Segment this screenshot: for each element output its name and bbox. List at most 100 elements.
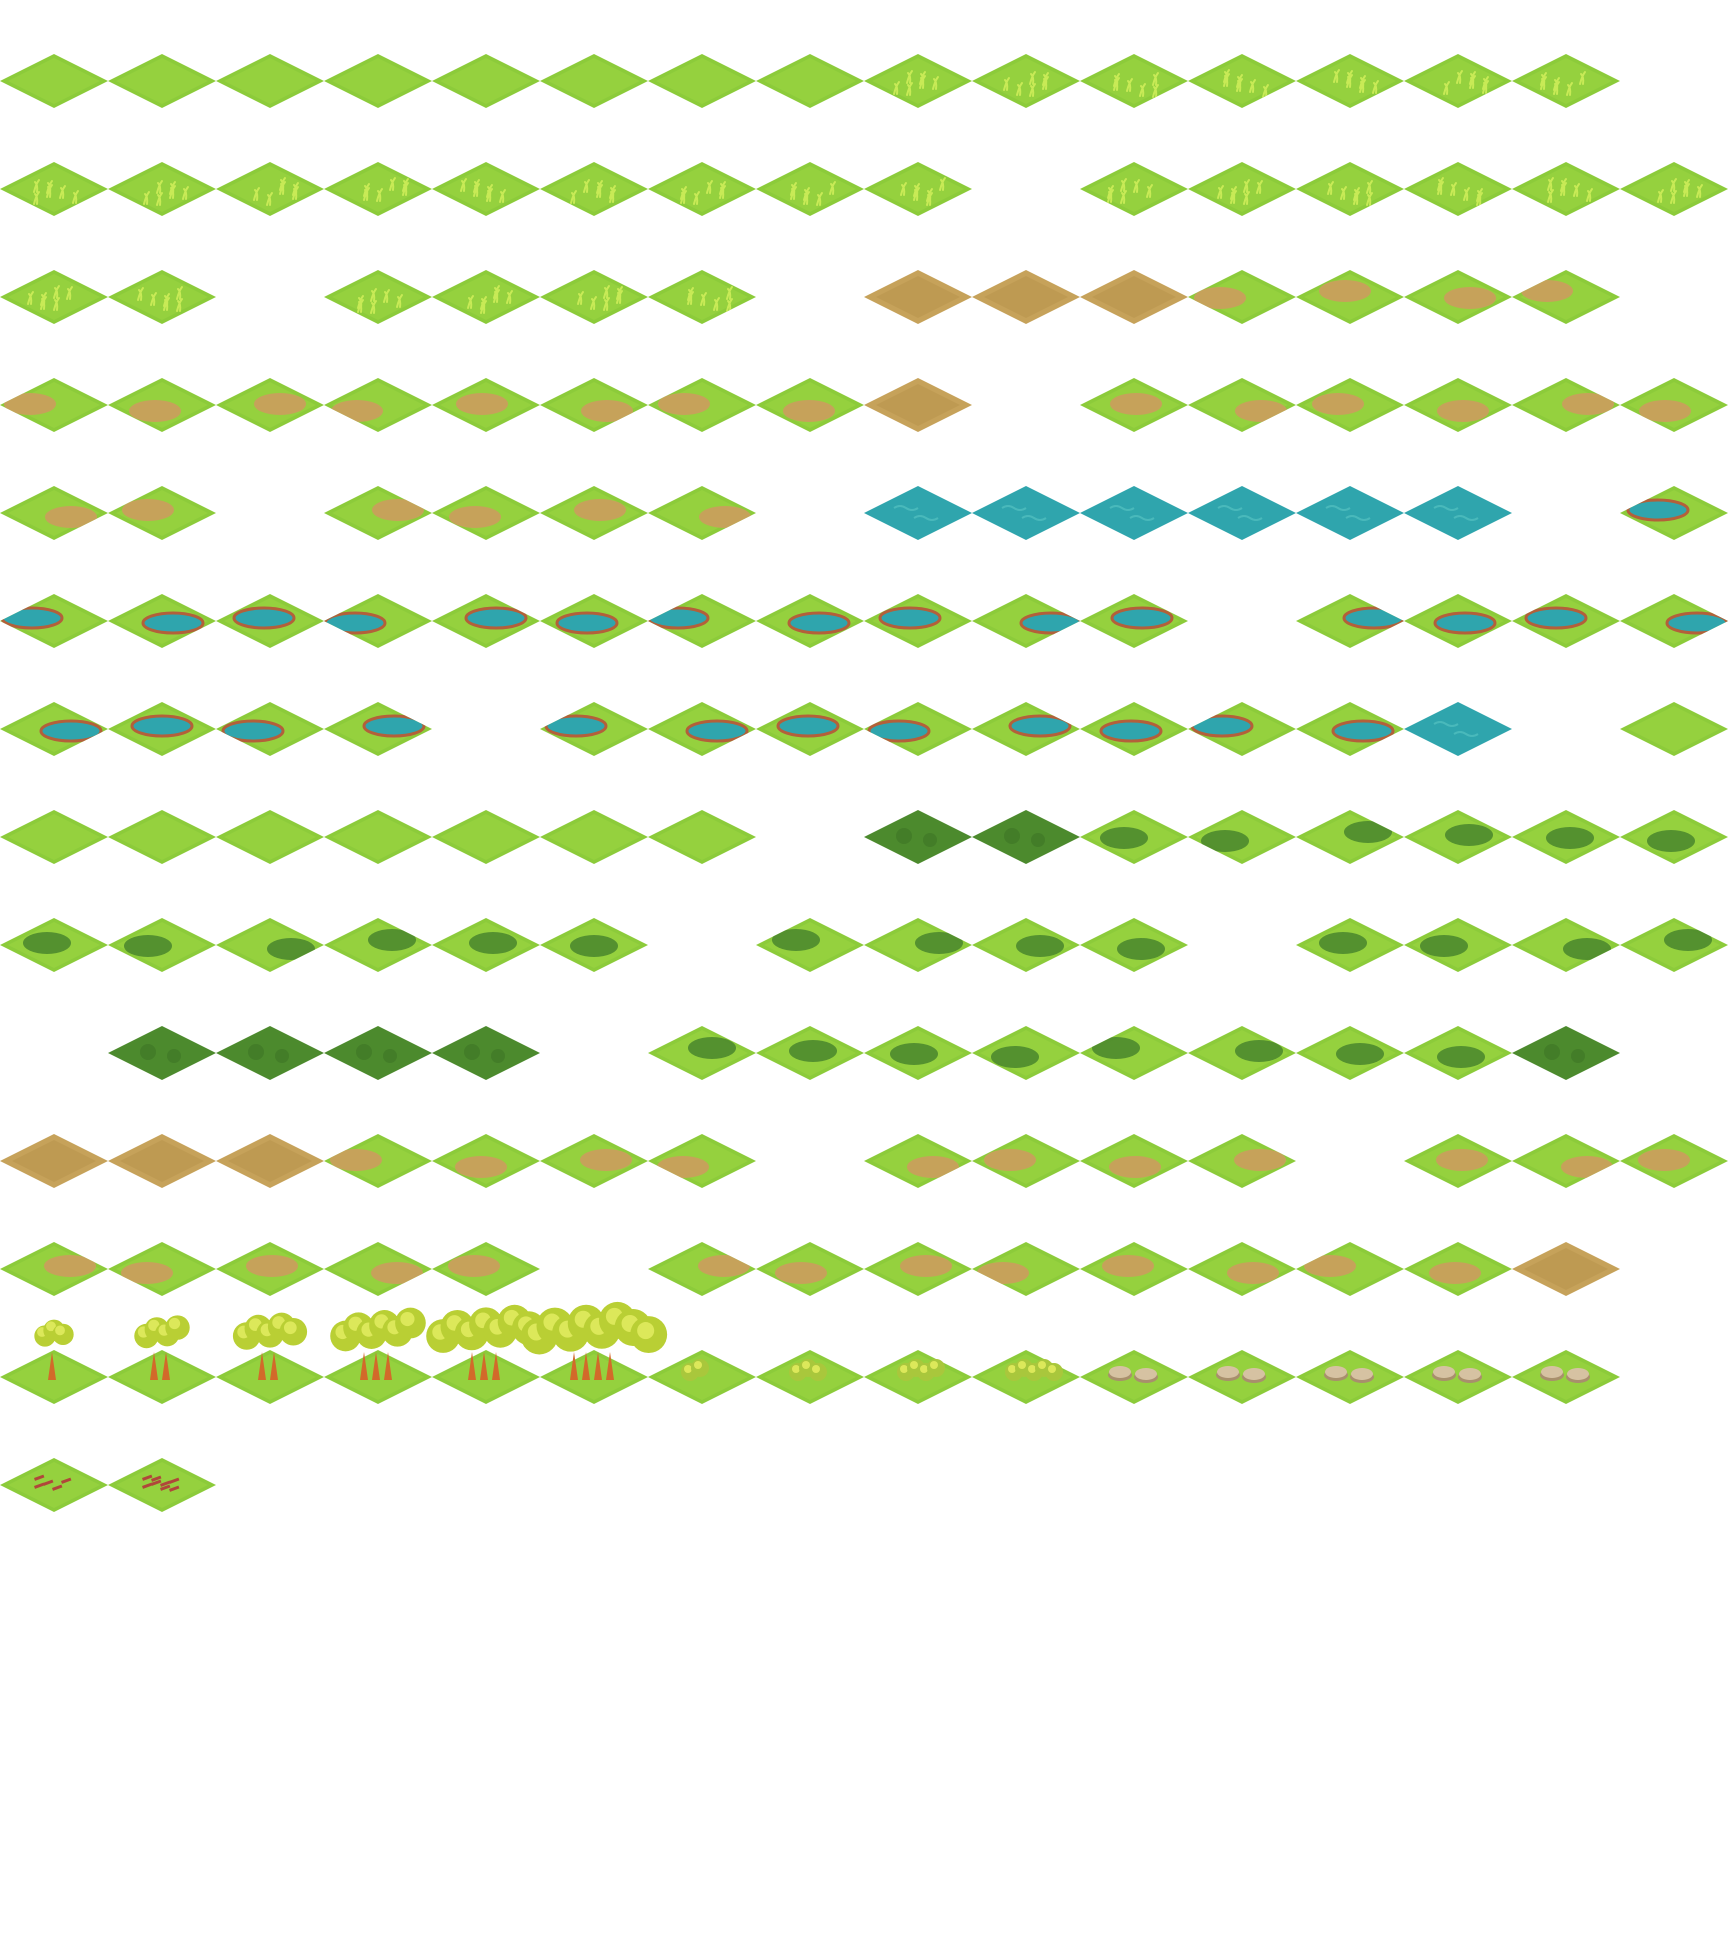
grass-tile (108, 810, 216, 864)
grass-water-shore-tile (648, 594, 756, 648)
grass-dirt-transition-tile (648, 378, 756, 432)
bush-tile (864, 1350, 972, 1404)
debris-tile (108, 1458, 216, 1512)
tall-grass-tile (1512, 54, 1620, 108)
grass-water-shore-tile (1080, 702, 1188, 756)
grass-dirt-transition-tile (0, 486, 108, 540)
grass-dark-transition-tile (1404, 1026, 1512, 1080)
grass-dirt-transition-tile (1512, 270, 1620, 324)
grass-dirt-transition-tile (1296, 1242, 1404, 1296)
grass-tile (0, 54, 108, 108)
tall-grass-tile (1404, 162, 1512, 216)
tall-grass-tile (864, 162, 972, 216)
bush-tile (972, 1350, 1080, 1404)
grass-dirt-transition-tile (1188, 378, 1296, 432)
grass-dirt-transition-tile (1404, 378, 1512, 432)
grass-dark-transition-tile (216, 918, 324, 972)
grass-dirt-transition-tile (432, 1134, 540, 1188)
water-tile (864, 486, 972, 540)
tile-row (0, 1242, 1620, 1296)
grass-dirt-transition-tile (648, 486, 756, 540)
grass-water-shore-tile (0, 594, 108, 648)
grass-tile (108, 54, 216, 108)
grass-water-shore-tile (1296, 702, 1404, 756)
grass-dirt-transition-tile (1620, 378, 1728, 432)
rocks-tile (1188, 1350, 1296, 1404)
grass-dirt-transition-tile (432, 486, 540, 540)
grass-dirt-transition-tile (324, 486, 432, 540)
grass-dirt-transition-tile (540, 1134, 648, 1188)
grass-water-shore-tile (1620, 486, 1728, 540)
grass-dirt-transition-tile (324, 1242, 432, 1296)
grass-tile (648, 54, 756, 108)
grass-tile (324, 810, 432, 864)
grass-tile (432, 810, 540, 864)
grass-dirt-transition-tile (108, 1242, 216, 1296)
grass-tile (216, 54, 324, 108)
grass-water-shore-tile (324, 702, 432, 756)
tall-grass-tile (648, 162, 756, 216)
grass-dirt-transition-tile (0, 378, 108, 432)
water-tile (972, 486, 1080, 540)
grass-dirt-transition-tile (756, 378, 864, 432)
tall-grass-tile (540, 162, 648, 216)
grass-tile (216, 810, 324, 864)
tall-grass-tile (756, 162, 864, 216)
tall-grass-tile (1512, 162, 1620, 216)
grass-dark-transition-tile (864, 918, 972, 972)
rocks-tile (1512, 1350, 1620, 1404)
grass-dirt-transition-tile (1404, 1242, 1512, 1296)
grass-dirt-transition-tile (108, 378, 216, 432)
grass-water-shore-tile (972, 594, 1080, 648)
grass-tile (1620, 702, 1728, 756)
grass-water-shore-tile (324, 594, 432, 648)
tall-grass-tile (324, 270, 432, 324)
grass-dark-transition-tile (1512, 810, 1620, 864)
grass-tile (324, 54, 432, 108)
dirt-tile (972, 270, 1080, 324)
tile-row (0, 702, 1728, 756)
grass-dark-transition-tile (1296, 918, 1404, 972)
grass-dark-transition-tile (1080, 810, 1188, 864)
grass-dark-transition-tile (864, 1026, 972, 1080)
tile-row (0, 162, 1728, 216)
tile-row (0, 918, 1728, 972)
grass-dirt-transition-tile (1296, 270, 1404, 324)
grass-dirt-transition-tile (1188, 1134, 1296, 1188)
dark-grass-tile (432, 1026, 540, 1080)
grass-water-shore-tile (1188, 702, 1296, 756)
grass-dirt-transition-tile (648, 1242, 756, 1296)
grass-dirt-transition-tile (1080, 1242, 1188, 1296)
tall-grass-tile (1404, 54, 1512, 108)
grass-dark-transition-tile (756, 918, 864, 972)
grass-dirt-transition-tile (1080, 378, 1188, 432)
grass-water-shore-tile (864, 702, 972, 756)
grass-dark-transition-tile (108, 918, 216, 972)
tall-grass-tile (1188, 54, 1296, 108)
grass-dark-transition-tile (540, 918, 648, 972)
water-tile (1080, 486, 1188, 540)
grass-water-shore-tile (1620, 594, 1728, 648)
grass-dirt-transition-tile (972, 1134, 1080, 1188)
grass-dark-transition-tile (1296, 810, 1404, 864)
grass-dirt-transition-tile (540, 486, 648, 540)
tall-grass-tile (108, 270, 216, 324)
dark-grass-tile (972, 810, 1080, 864)
grass-dirt-transition-tile (1296, 378, 1404, 432)
grass-dirt-transition-tile (540, 378, 648, 432)
tile-row (0, 486, 1728, 540)
grass-dark-transition-tile (1080, 1026, 1188, 1080)
grass-tile (756, 54, 864, 108)
grass-dirt-transition-tile (324, 1134, 432, 1188)
grass-water-shore-tile (540, 594, 648, 648)
grass-dirt-transition-tile (324, 378, 432, 432)
grass-dirt-transition-tile (1188, 270, 1296, 324)
tree-tile (520, 1301, 668, 1404)
grass-dirt-transition-tile (216, 378, 324, 432)
tall-grass-tile (1080, 162, 1188, 216)
grass-water-shore-tile (864, 594, 972, 648)
grass-dark-transition-tile (972, 918, 1080, 972)
grass-tile (540, 54, 648, 108)
grass-dark-transition-tile (1620, 918, 1728, 972)
tall-grass-tile (0, 162, 108, 216)
